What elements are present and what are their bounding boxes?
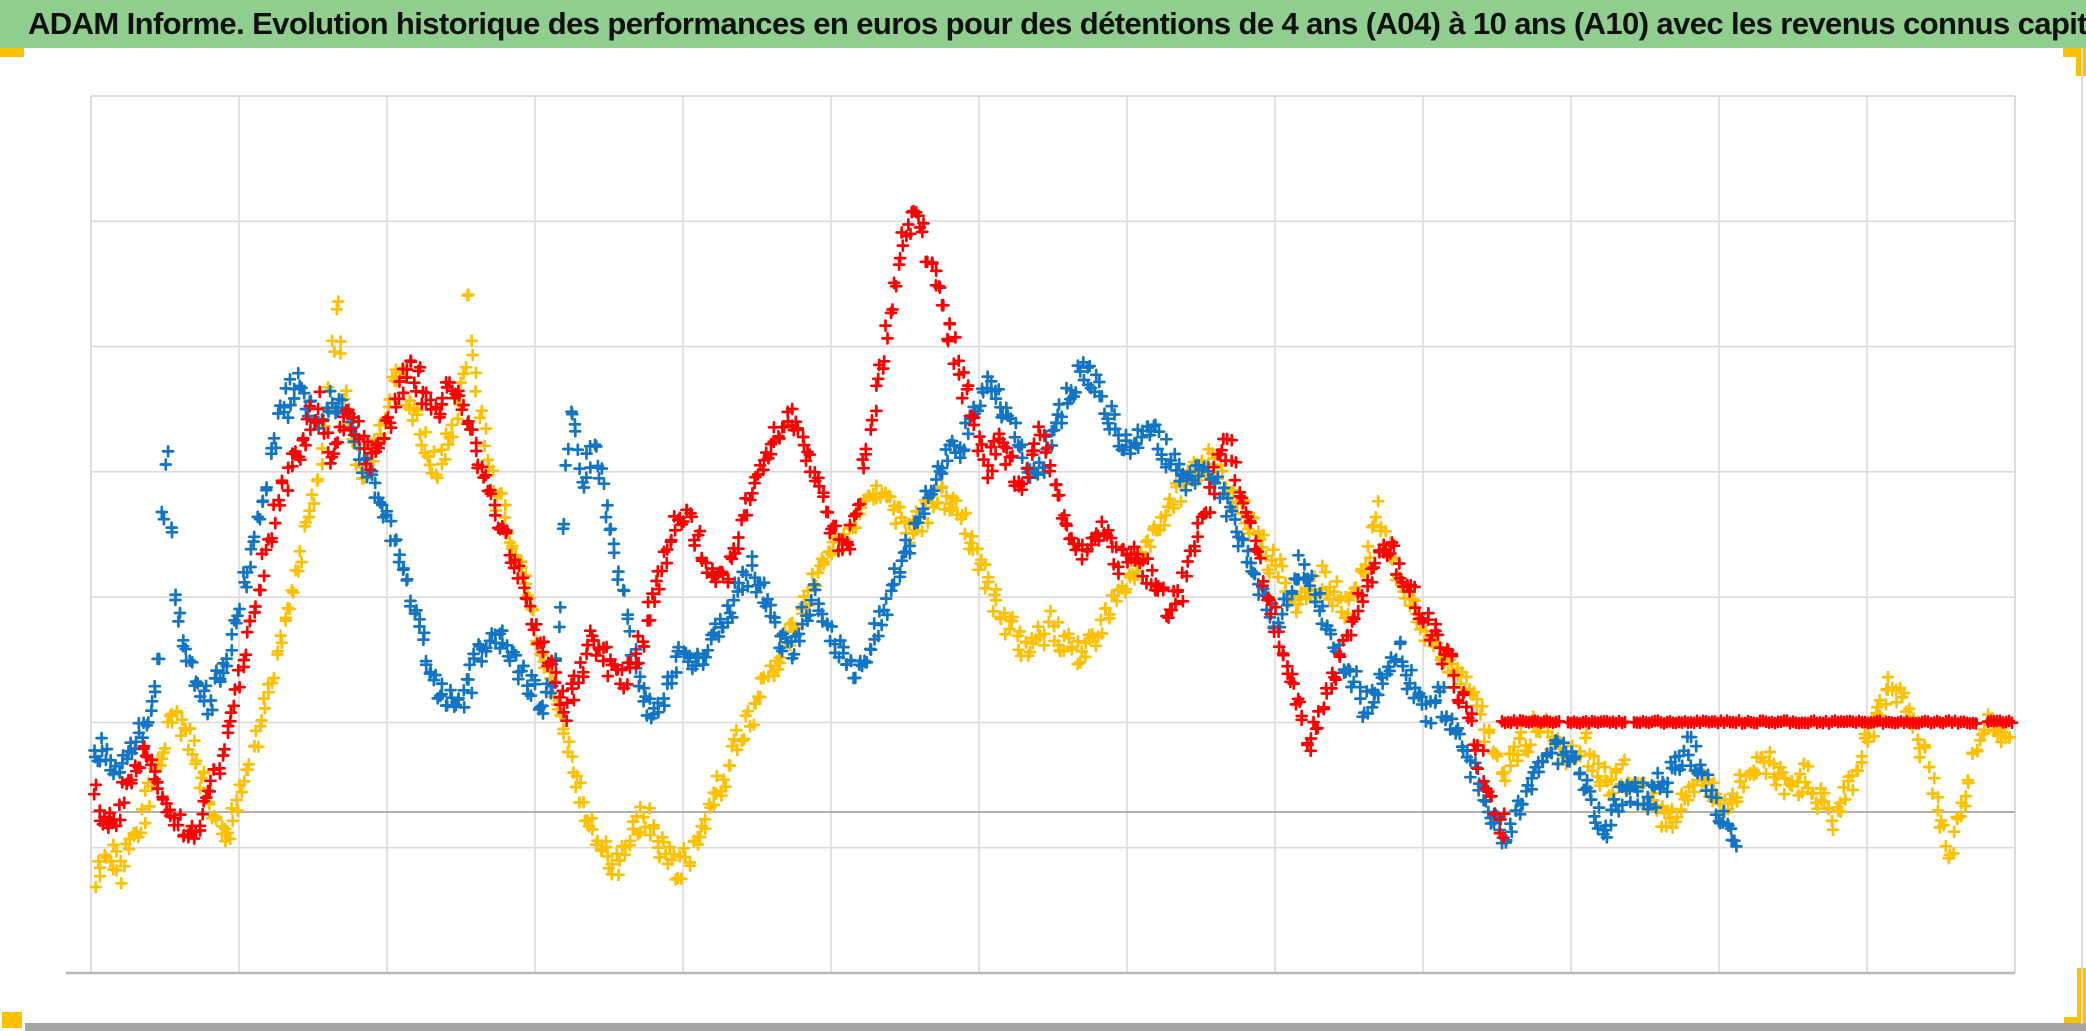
corner-accent-top-right	[2063, 48, 2086, 57]
bottom-edge-strip	[25, 1023, 2086, 1031]
corner-accent-bottom-left	[2, 1012, 22, 1028]
scatter-plot-canvas	[66, 95, 2019, 975]
header-bar: ADAM Informe. Evolution historique des p…	[0, 0, 2086, 48]
corner-accent-top-left	[0, 48, 24, 57]
chart-title: ADAM Informe. Evolution historique des p…	[28, 6, 2086, 41]
right-edge-line	[2081, 48, 2083, 1024]
chart-object[interactable]	[0, 48, 2086, 1031]
corner-accent-bottom-right	[2064, 1017, 2086, 1028]
